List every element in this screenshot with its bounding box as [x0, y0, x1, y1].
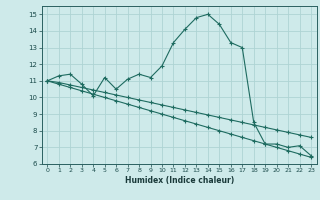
X-axis label: Humidex (Indice chaleur): Humidex (Indice chaleur) [124, 176, 234, 185]
